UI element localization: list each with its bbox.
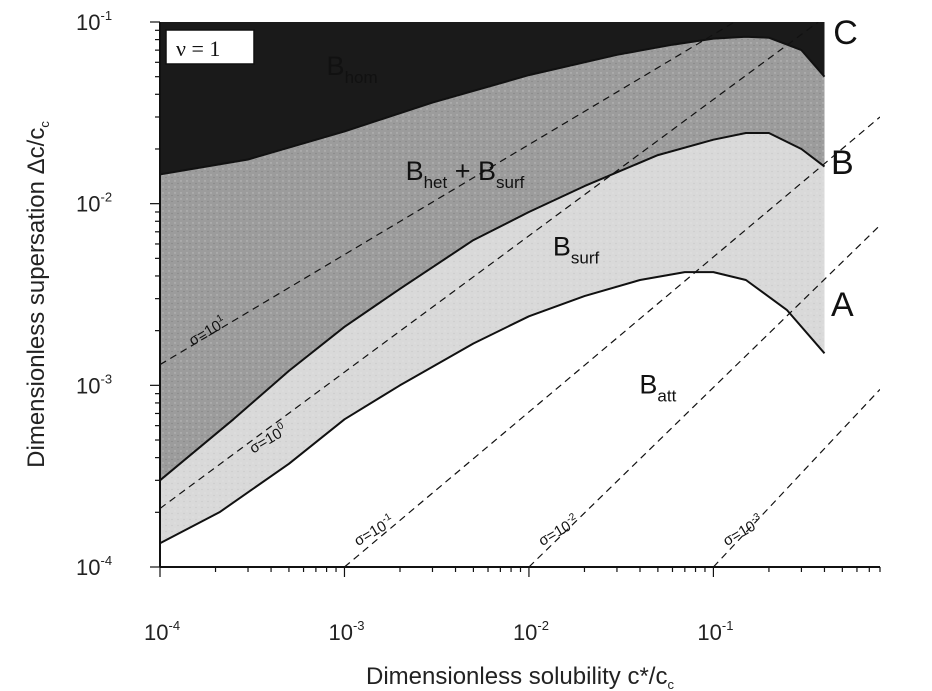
x-tick-label-3: 10-1 [697, 618, 733, 645]
curve-label-B: B [831, 144, 854, 182]
x-tick-label-0: 10-4 [144, 618, 180, 645]
sigma-line-4 [712, 388, 880, 567]
curve-C [160, 35, 826, 176]
sigma-line-1 [160, 22, 819, 509]
nu-annotation-box [165, 29, 255, 65]
region-label-het: Bhet + Bsurf [406, 156, 525, 192]
y-tick-label-3: 10-1 [76, 8, 112, 35]
y-tick-label-1: 10-3 [76, 371, 112, 398]
curve-label-A: A [831, 286, 854, 324]
y-tick-label-0: 10-4 [76, 553, 112, 580]
region-label-hom: Bhom [327, 51, 378, 87]
region-heterogeneous-texture [160, 36, 825, 481]
sigma-line-3 [528, 224, 880, 567]
curve-label-C: C [833, 14, 858, 52]
axes-layer: 10-4 10-3 10-2 10-1 10-4 10-3 10-2 10-1 Dimensio… [23, 8, 881, 691]
nu-annotation: ν = 1 [176, 36, 220, 61]
region-label-surf: Bsurf [553, 231, 600, 267]
regions-layer [160, 22, 825, 544]
region-label-att: Batt [639, 370, 676, 406]
curve-A [160, 271, 826, 545]
curve-B [160, 132, 826, 482]
sigma-label-4: σ=10-3 [719, 511, 767, 550]
sigma-lines-layer [160, 22, 880, 567]
boundary-curves-layer [160, 35, 826, 545]
y-tick-label-2: 10-2 [76, 190, 112, 217]
sigma-line-2 [344, 116, 880, 567]
x-tick-label-1: 10-3 [328, 618, 364, 645]
x-tick-label-2: 10-2 [513, 618, 549, 645]
x-axis-title: Dimensionless solubility c*/cc [366, 663, 674, 691]
region-surface-texture [160, 133, 825, 544]
sigma-line-0 [160, 22, 735, 366]
sigma-label-2: σ=10-1 [350, 511, 398, 550]
sigma-label-3: σ=10-2 [535, 511, 583, 550]
y-axis-title: Dimensionless supersation Δc/cc [23, 121, 52, 468]
